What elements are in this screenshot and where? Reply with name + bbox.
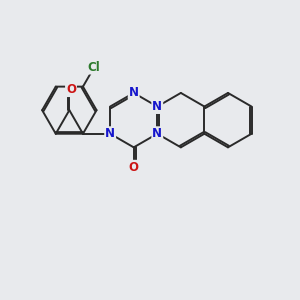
Text: O: O bbox=[129, 161, 139, 174]
Text: N: N bbox=[152, 100, 162, 113]
Text: N: N bbox=[129, 86, 139, 99]
Text: N: N bbox=[152, 127, 162, 140]
Text: O: O bbox=[66, 83, 76, 96]
Text: N: N bbox=[105, 127, 115, 140]
Text: Cl: Cl bbox=[88, 61, 100, 74]
